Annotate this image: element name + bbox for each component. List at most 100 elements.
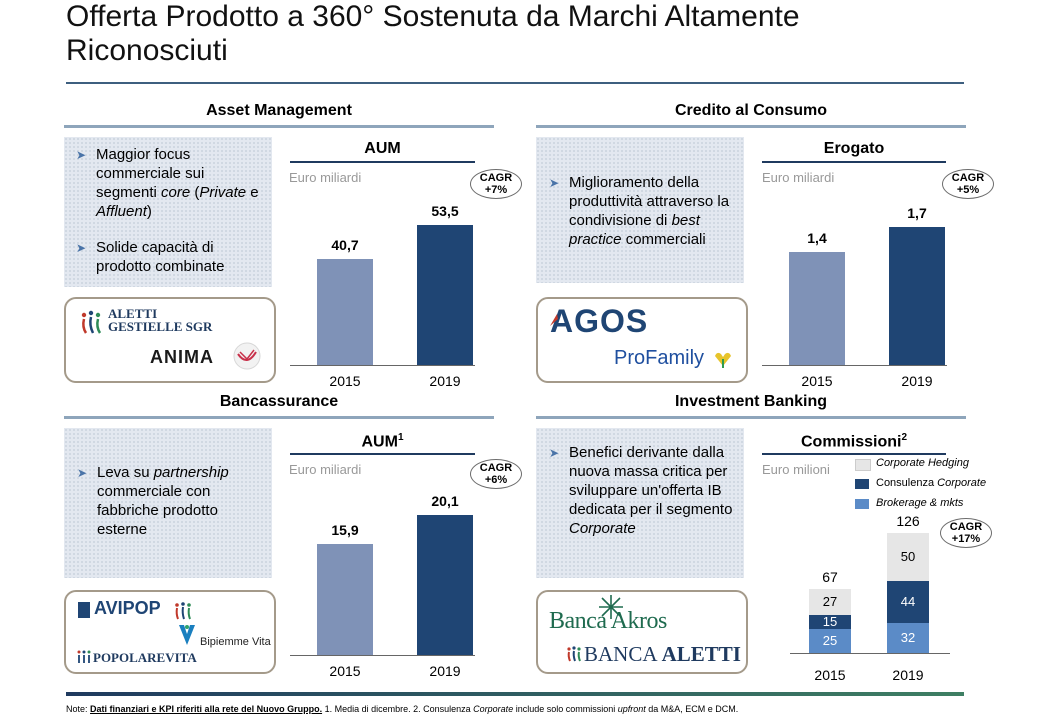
data-label-2019: 20,1 [431, 493, 459, 509]
section-heading-investment-banking: Investment Banking [674, 393, 828, 410]
data-label-2019: 53,5 [431, 203, 459, 219]
logo-agos-text: AGOS [550, 303, 649, 339]
section-heading-asset-management: Asset Management [206, 102, 352, 119]
cagr-text: CAGR [949, 521, 983, 533]
title-divider [66, 82, 964, 84]
x-axis [762, 365, 947, 366]
segment-label: 32 [900, 630, 916, 645]
section-rule [536, 125, 966, 128]
bullet-box-bancassurance: ➤ Leva su partnership commerciale con fa… [64, 428, 272, 578]
data-label-2015: 40,7 [331, 237, 359, 253]
arrow-bullet-icon: ➤ [77, 466, 88, 480]
section-rule [64, 125, 494, 128]
avipop-people-icon [175, 602, 191, 620]
chart-rule [290, 453, 475, 455]
section-heading-credito-consumo: Credito al Consumo [674, 102, 827, 119]
x-tick-2019: 2019 [901, 373, 933, 389]
cagr-badge: CAGR +6% [470, 459, 522, 489]
bullet-box-asset-management: ➤ Maggior focus commerciale sui segmenti… [64, 137, 272, 287]
data-label-2015: 1,4 [807, 230, 827, 246]
bar-2015-brokerage-mkts [809, 629, 851, 653]
logo-box-bancassurance: AVIPOP Bipiemme Vita POPOLAREVITA [64, 590, 276, 674]
logo-bipiemme-text: Bipiemme Vita [200, 636, 271, 648]
logo-avipop-text: AVIPOP [94, 598, 161, 618]
chart-rule [762, 161, 946, 163]
bar-2015-consulenza-corporate [809, 615, 851, 629]
arrow-bullet-icon: ➤ [76, 148, 87, 162]
banca-akros-star-icon [599, 595, 623, 619]
legend-label: Brokerage & mkts [876, 497, 964, 509]
bar-2015 [789, 252, 845, 365]
profamily-logo-icon [715, 352, 731, 368]
x-tick-2015: 2015 [814, 667, 846, 683]
footnote: Note: Dati finanziari e KPI riferiti all… [66, 704, 739, 714]
chart-aum: 40,7 2015 53,5 2019 CAGR +7% [290, 160, 522, 400]
arrow-bullet-icon: ➤ [549, 446, 560, 460]
legend-swatch [855, 499, 869, 509]
chart-unit: Euro miliardi [762, 170, 835, 185]
logo-aletti-text: ALETTI [108, 306, 158, 321]
chart-title-commissioni: Commissioni2 [800, 432, 908, 451]
x-tick-2015: 2015 [329, 663, 361, 679]
x-tick-2019: 2019 [429, 663, 461, 679]
bar-2015-corporate-hedging [809, 589, 851, 615]
chart-rule [290, 161, 475, 163]
x-axis [290, 655, 475, 656]
cagr-badge: CAGR +7% [470, 169, 522, 199]
bar-2019-brokerage-mkts [887, 623, 929, 653]
bullet-am-2: ➤ Solide capacità di prodotto combinate [76, 239, 225, 275]
total-label-2015: 67 [822, 569, 838, 585]
popolarevita-people-icon [77, 650, 91, 663]
segment-label: 27 [822, 594, 838, 609]
cagr-text: CAGR [479, 462, 513, 474]
anima-logo-icon [233, 342, 261, 370]
data-label-2019: 1,7 [907, 205, 927, 221]
bar-2019 [417, 225, 473, 365]
footer-rule [66, 692, 964, 696]
chart-commissioni: 25 15 27 67 2015 32 44 50 126 2019 Corporate Hedgi… [762, 450, 1002, 690]
legend-swatch [855, 459, 871, 471]
bipiemme-vita-logo-icon [179, 625, 195, 645]
logo-box-asset-management: ALETTI GESTIELLE SGR ANIMA [64, 297, 276, 383]
chart-unit: Euro miliardi [289, 462, 362, 477]
cagr-text: +17% [951, 533, 981, 545]
legend-label: Corporate Hedging [876, 457, 969, 469]
segment-label: 15 [822, 614, 838, 629]
page-title: Offerta Prodotto a 360° Sostenuta da Mar… [66, 0, 800, 67]
total-label-2019: 126 [896, 513, 920, 529]
bar-2015 [317, 544, 373, 655]
section-rule [536, 416, 966, 419]
arrow-bullet-icon: ➤ [76, 241, 87, 255]
arrow-bullet-icon: ➤ [549, 176, 560, 190]
bullet-am-1: ➤ Maggior focus commerciale sui segmenti… [76, 146, 259, 220]
legend-label: Consulenza Corporate [876, 477, 987, 489]
logo-gestielle-text: GESTIELLE SGR [108, 319, 213, 334]
legend-swatch [855, 479, 869, 489]
chart-unit: Euro miliardi [289, 170, 362, 185]
x-axis [790, 653, 950, 654]
bar-2019 [417, 515, 473, 655]
banca-aletti-people-icon [567, 646, 581, 662]
cagr-text: +6% [484, 474, 508, 486]
x-tick-2019: 2019 [429, 373, 461, 389]
bullet-box-credito-consumo: ➤ Miglioramento della produttività attra… [536, 137, 744, 283]
bullet-ib-1: ➤ Benefici derivante dalla nuova massa c… [549, 444, 733, 537]
bullet-ba-1: ➤ Leva su partnership commerciale con fa… [77, 464, 229, 538]
chart-title-aum: AUM [364, 140, 401, 157]
logo-popolarevita-text: POPOLAREVITA [93, 650, 197, 665]
agos-accent-icon [550, 314, 558, 326]
logo-box-investment-banking: Banca Akros BANCA ALETTI [536, 590, 748, 674]
bar-2015 [317, 259, 373, 365]
bar-2019 [889, 227, 945, 365]
x-tick-2019: 2019 [892, 667, 924, 683]
logo-banca-aletti-text: BANCA ALETTI [584, 642, 741, 666]
logo-profamily-text: ProFamily [614, 347, 705, 369]
section-heading-bancassurance: Bancassurance [219, 393, 339, 410]
x-tick-2015: 2015 [329, 373, 361, 389]
chart-unit: Euro milioni [762, 462, 830, 477]
avipop-logo-icon [78, 602, 90, 618]
section-rule [64, 416, 494, 419]
bar-2019-consulenza-corporate [887, 581, 929, 623]
cagr-badge: CAGR +5% [942, 169, 994, 199]
logo-anima-text: ANIMA [150, 347, 214, 367]
